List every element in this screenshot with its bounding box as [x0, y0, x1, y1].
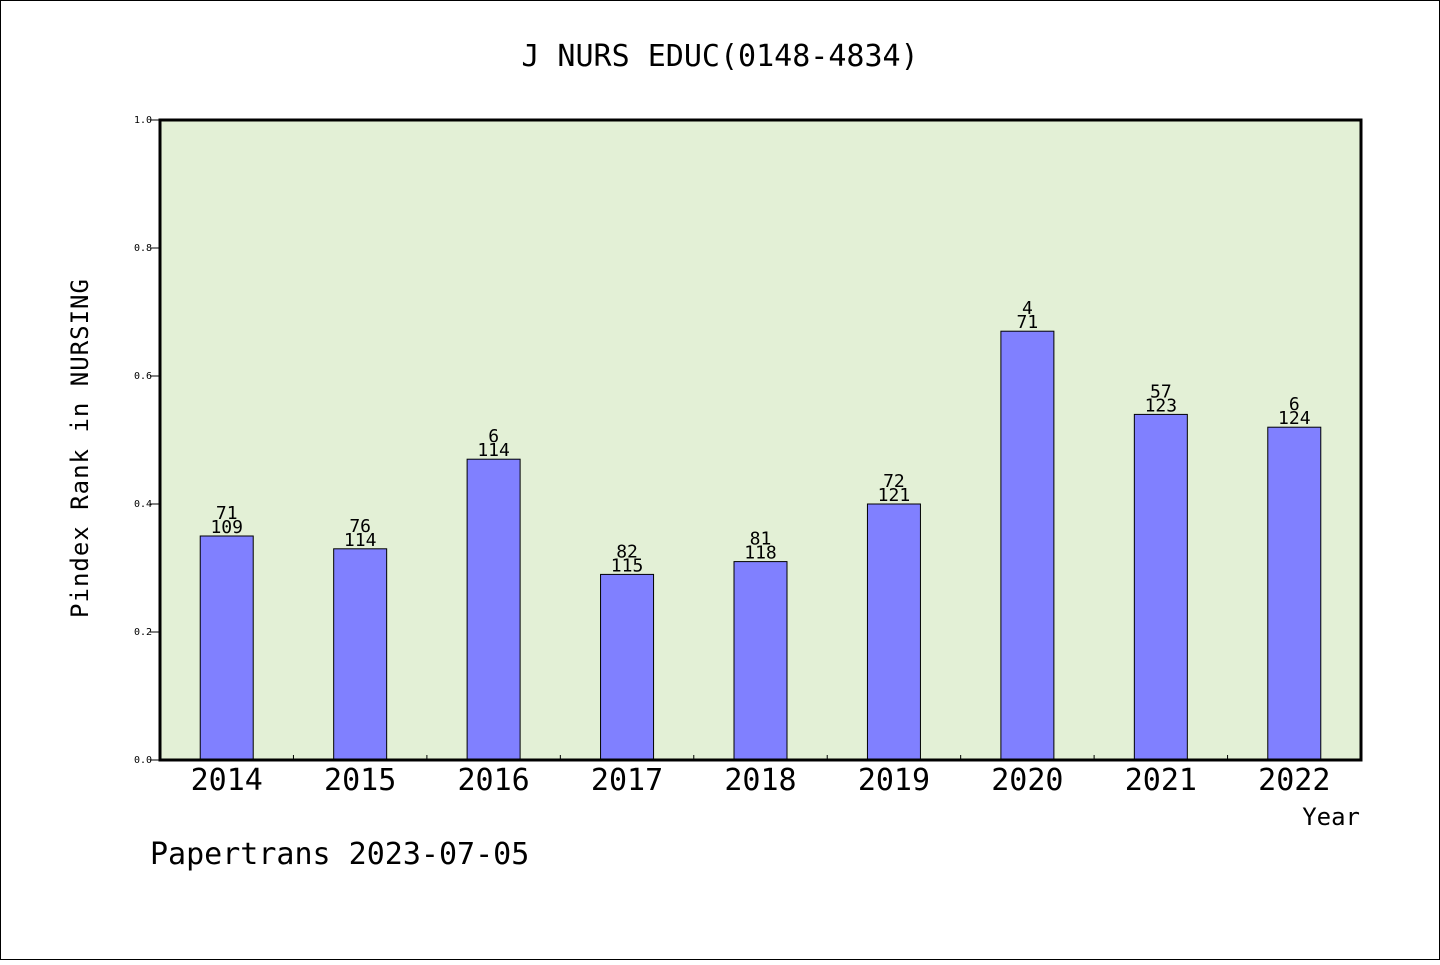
bar-total-label: 123: [1145, 395, 1178, 416]
y-tick-label: 1.0: [134, 115, 152, 126]
bar-2015: [333, 548, 388, 761]
bar-total-label: 109: [210, 517, 243, 538]
y-tick-label: 0.4: [134, 499, 152, 510]
bar-2016: [466, 458, 521, 761]
bar-series: [199, 330, 1322, 761]
bar-2020: [1000, 330, 1055, 761]
y-axis: 0.0 0.2 0.4 0.6 0.8 1.0: [134, 115, 160, 766]
bar-rank-label: 71: [216, 503, 238, 524]
bar-rank-label: 6: [1289, 394, 1300, 415]
bar-2018: [733, 561, 788, 761]
bar-total-label: 115: [611, 555, 644, 576]
bar-total-label: 124: [1278, 408, 1311, 429]
x-tick-label: 2018: [724, 763, 796, 798]
y-tick-label: 0.8: [134, 243, 152, 254]
bar-rank-label: 81: [750, 529, 772, 550]
y-tick-label: 0.6: [134, 371, 152, 382]
bar-2014: [199, 535, 254, 761]
x-tick-label: 2019: [858, 763, 930, 798]
x-axis-label: Year: [1302, 803, 1360, 831]
plot-border: [158, 118, 1363, 762]
bar-2017: [600, 573, 655, 761]
bar-rank-label: 57: [1150, 381, 1172, 402]
bar-rank-label: 4: [1022, 298, 1033, 319]
bar-total-label: 118: [744, 543, 777, 564]
bar-total-label: 121: [878, 485, 911, 506]
x-tick-label: 2020: [991, 763, 1063, 798]
bar-2021: [1133, 413, 1188, 761]
x-tick-label: 2014: [191, 763, 263, 798]
bar-rank-label: 76: [349, 516, 371, 537]
bar-rank-label: 72: [883, 471, 905, 492]
y-tick-label: 0.2: [134, 627, 152, 638]
y-axis-label: Pindex Rank in NURSING: [66, 278, 94, 618]
bar-rank-label: 82: [616, 541, 638, 562]
x-tick-label: 2017: [591, 763, 663, 798]
x-tick-label: 2015: [324, 763, 396, 798]
x-tick-label: 2022: [1258, 763, 1330, 798]
bar-total-label: 71: [1017, 312, 1039, 333]
x-tick-label: 2021: [1125, 763, 1197, 798]
bar-2022: [1267, 426, 1322, 761]
bar-total-label: 114: [477, 440, 510, 461]
footer-credit: Papertrans 2023-07-05: [150, 837, 529, 872]
chart-title: J NURS EDUC(0148-4834): [521, 39, 918, 74]
x-tick-label: 2016: [457, 763, 529, 798]
bar-total-label: 114: [344, 530, 377, 551]
x-axis: 2014 2015 2016 2017 2018 2019 2020 2021 2022: [191, 755, 1330, 798]
bar-2019: [866, 503, 921, 761]
bar-rank-label: 6: [488, 426, 499, 447]
y-tick-label: 0.0: [134, 755, 152, 766]
